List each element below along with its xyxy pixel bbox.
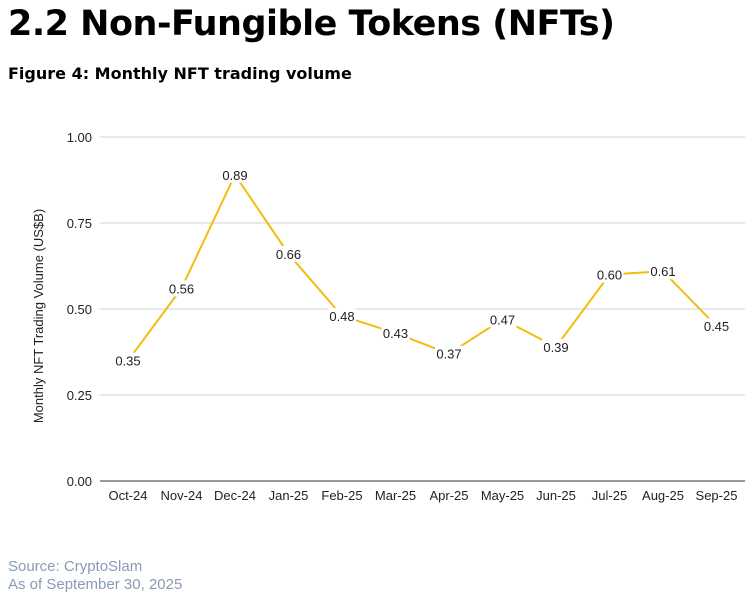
data-label: 0.47 (490, 312, 515, 327)
data-label: 0.39 (543, 340, 568, 355)
as-of-note: As of September 30, 2025 (8, 576, 183, 593)
x-tick-label: Sep-25 (696, 488, 738, 503)
data-label: 0.66 (276, 247, 301, 262)
x-tick-label: Oct-24 (108, 488, 147, 503)
series-line (127, 172, 718, 362)
y-tick-label: 1.00 (67, 130, 92, 145)
x-tick-label: Aug-25 (642, 488, 684, 503)
x-tick-label: Jul-25 (592, 488, 627, 503)
data-label: 0.35 (115, 354, 140, 369)
data-label-bg (328, 307, 356, 324)
x-tick-label: Jun-25 (536, 488, 576, 503)
data-label: 0.45 (704, 319, 729, 334)
data-label-bg (274, 245, 303, 262)
section-title: 2.2 Non-Fungible Tokens (NFTs) (8, 4, 615, 44)
data-label: 0.56 (169, 281, 194, 296)
data-label-bg (542, 338, 570, 355)
data-label-bg (114, 352, 142, 369)
data-label: 0.48 (329, 309, 354, 324)
data-label-bg (221, 166, 249, 183)
data-label: 0.37 (436, 347, 461, 362)
source-note: Source: CryptoSlam (8, 558, 143, 575)
data-label-bg (595, 266, 624, 283)
y-tick-label: 0.50 (67, 302, 92, 317)
x-tick-label: Mar-25 (375, 488, 416, 503)
data-label-bg (649, 263, 677, 280)
line-chart: 0.00 0.25 0.50 0.75 1.00 Oct-24 Nov-24 Dec-24 J… (31, 130, 745, 503)
x-tick-label: Jan-25 (269, 488, 309, 503)
data-label-bg (167, 280, 196, 297)
x-tick-label: May-25 (481, 488, 524, 503)
y-tick-label: 0.00 (67, 474, 92, 489)
data-label: 0.61 (650, 264, 675, 279)
data-label: 0.60 (597, 268, 622, 283)
y-tick-label: 0.75 (67, 216, 92, 231)
x-tick-label: Dec-24 (214, 488, 256, 503)
x-tick-label: Nov-24 (161, 488, 203, 503)
x-tick-label: Feb-25 (321, 488, 362, 503)
y-tick-label: 0.25 (67, 388, 92, 403)
y-axis-label: Monthly NFT Trading Volume (US$B) (31, 209, 46, 423)
figure-title: Figure 4: Monthly NFT trading volume (8, 64, 352, 83)
x-tick-label: Apr-25 (429, 488, 468, 503)
data-label-bg (702, 318, 731, 335)
data-label-bg (381, 325, 410, 342)
data-label-bg (488, 311, 517, 328)
data-label: 0.89 (222, 168, 247, 183)
data-label: 0.43 (383, 326, 408, 341)
data-label-bg (435, 345, 463, 362)
